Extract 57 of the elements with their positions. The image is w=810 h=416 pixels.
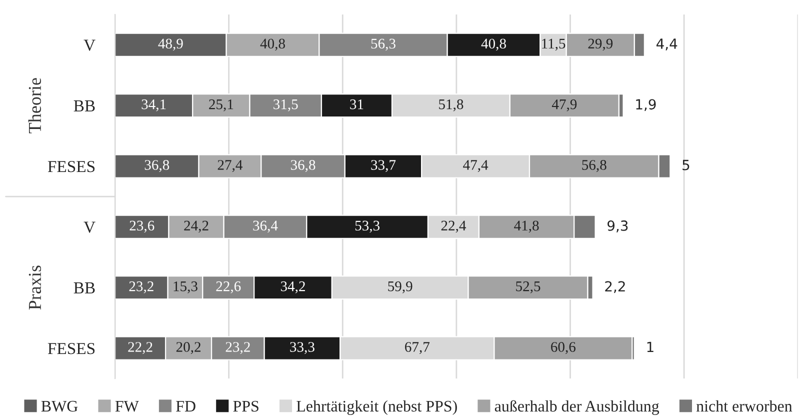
legend-label: FD xyxy=(176,401,196,412)
data-label: 1,9 xyxy=(636,99,656,112)
data-label: 23,6 xyxy=(130,220,154,233)
data-label: 33,3 xyxy=(290,342,314,354)
data-label: 31,5 xyxy=(274,99,298,112)
data-label: 29,9 xyxy=(588,38,613,51)
legend-label: BWG xyxy=(41,400,78,412)
data-label: 9,3 xyxy=(608,220,628,232)
y-tick-label: V xyxy=(84,222,96,233)
data-label: 2,2 xyxy=(605,281,625,294)
data-label: 27,4 xyxy=(218,160,242,172)
data-label: 31 xyxy=(350,99,364,110)
data-label: 23,2 xyxy=(129,281,154,294)
data-label: 24,2 xyxy=(184,220,208,233)
data-label: 67,7 xyxy=(405,342,430,354)
data-label: 36,8 xyxy=(144,160,170,172)
y-tick-label: V xyxy=(84,40,96,51)
legend-label: außerhalb der Ausbildung xyxy=(494,400,660,415)
data-label: 40,8 xyxy=(481,38,506,51)
legend-label: FW xyxy=(115,401,139,412)
text: Praxis xyxy=(28,266,42,310)
data-label: 36,4 xyxy=(253,220,278,233)
data-label: 22,4 xyxy=(441,220,466,233)
data-label: 25,1 xyxy=(209,99,234,112)
data-label: 41,8 xyxy=(514,220,539,233)
data-label: 15,3 xyxy=(174,281,198,294)
data-label: 22,6 xyxy=(216,281,241,294)
data-label: 56,3 xyxy=(371,38,396,51)
data-label: 20,2 xyxy=(176,342,200,354)
data-label: 52,5 xyxy=(516,281,540,294)
data-label: 51,8 xyxy=(439,99,464,112)
data-label: 33,7 xyxy=(371,160,396,172)
data-label: 59,9 xyxy=(388,281,412,294)
y-tick-label: BB xyxy=(74,100,95,112)
data-label: 4,4 xyxy=(656,38,678,50)
legend-label: Lehrtätigkeit (nebst PPS) xyxy=(296,400,457,415)
legend-label: PPS xyxy=(233,400,258,412)
data-label: 36,8 xyxy=(290,160,316,172)
data-label: 23,2 xyxy=(226,342,250,354)
text: Theorie xyxy=(28,78,42,134)
data-label: 34,1 xyxy=(142,99,166,112)
y-tick-label: BB xyxy=(74,282,95,294)
data-label: 53,3 xyxy=(355,220,380,233)
legend-label: nicht erworben xyxy=(696,400,792,412)
data-label: 47,4 xyxy=(463,160,488,172)
data-label: 47,9 xyxy=(552,99,577,112)
data-label: 1 xyxy=(647,342,654,352)
y-tick-label: FESES xyxy=(48,160,95,172)
data-label: 48,9 xyxy=(158,38,183,51)
data-label: 56,8 xyxy=(582,160,606,172)
data-label: 34,2 xyxy=(280,281,305,294)
data-label: 11,5 xyxy=(542,38,566,51)
data-label: 40,8 xyxy=(260,38,285,51)
data-label: 60,6 xyxy=(551,342,576,354)
data-label: 22,2 xyxy=(128,342,152,354)
data-label: 5 xyxy=(682,160,690,170)
y-tick-label: FESES xyxy=(48,342,95,354)
